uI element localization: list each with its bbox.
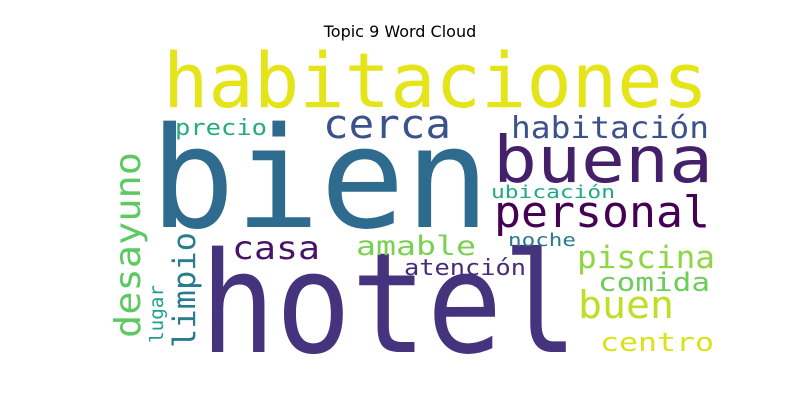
word-18: atención	[404, 256, 526, 281]
word-16: ubicación	[491, 182, 615, 203]
word-4: buena	[493, 124, 713, 198]
word-12: limpio	[167, 232, 203, 348]
word-7: habitación	[511, 111, 709, 146]
word-15: precio	[175, 116, 267, 141]
word-3: habitaciones	[163, 36, 708, 125]
word-20: centro	[600, 328, 714, 358]
word-5: personal	[494, 187, 710, 238]
word-11: amable	[356, 231, 476, 262]
word-17: noche	[508, 230, 576, 251]
word-19: lugar	[146, 285, 168, 343]
word-9: piscina	[577, 240, 715, 276]
word-1: bien	[150, 98, 490, 261]
word-8: desayuno	[108, 152, 149, 338]
chart-title: Topic 9 Word Cloud	[323, 22, 477, 41]
word-14: comida	[598, 268, 710, 298]
word-13: buen	[578, 283, 674, 327]
word-2: hotel	[200, 223, 578, 386]
word-10: casa	[232, 229, 320, 267]
word-6: cerca	[323, 102, 451, 148]
